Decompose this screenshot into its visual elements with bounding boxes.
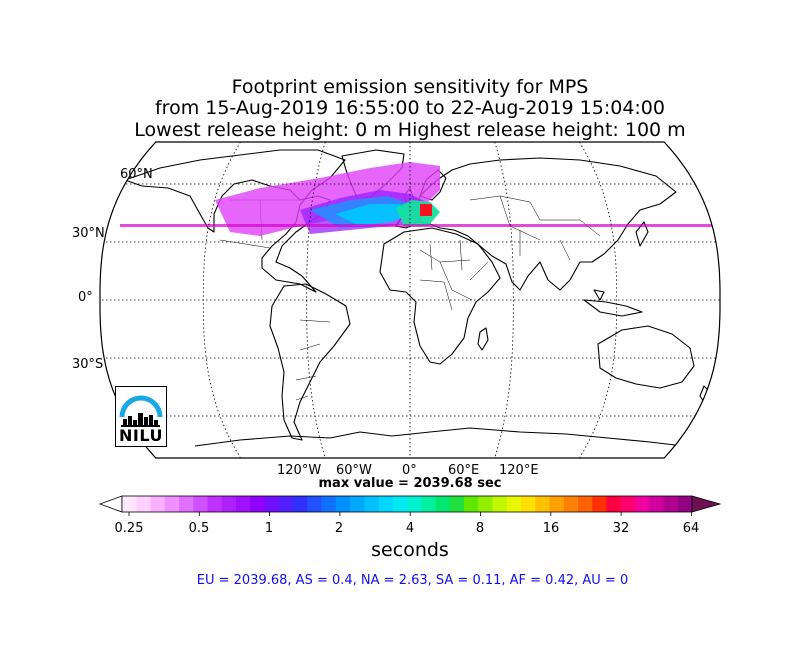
colorbar-swatch-22	[435, 496, 451, 512]
lon-label-120e: 120°E	[499, 463, 539, 478]
colorbar-swatch-7	[221, 496, 237, 512]
nilu-logo-text: NILU	[119, 426, 163, 445]
colorbar-swatch-8	[236, 496, 251, 512]
meridian-line-5	[579, 142, 618, 458]
colorbar-swatch-35	[620, 496, 636, 512]
meridian-line-1	[202, 142, 241, 458]
colorbar-swatch-5	[193, 496, 208, 512]
colorbar-swatch-26	[492, 496, 508, 512]
antarctica-outline	[194, 427, 701, 449]
colorbar-tick-5: 8	[475, 521, 485, 536]
africa-outline	[379, 227, 501, 365]
lon-label-60e: 60°E	[448, 463, 480, 478]
colorbar-swatch-32	[578, 496, 593, 512]
max-value-label: max value = 2039.68 sec	[318, 476, 502, 491]
colorbar-tick-6: 16	[542, 521, 560, 536]
emission-sensitivity-plume	[120, 162, 720, 236]
eurasia-outline	[395, 157, 677, 291]
lat-label-60n: 60°N	[120, 167, 153, 182]
south-america-outline	[269, 283, 351, 441]
colorbar-swatch-30	[549, 496, 565, 512]
north-america-outline	[124, 149, 346, 293]
colorbar-swatch-4	[179, 496, 194, 512]
colorbar-tick-2: 1	[264, 521, 274, 536]
colorbar-swatch-24	[464, 496, 479, 512]
colorbar-swatch-10	[264, 496, 280, 512]
colorbar-swatch-16	[350, 496, 365, 512]
meridian-line-4	[494, 142, 514, 458]
indonesia-outline	[583, 289, 643, 317]
colorbar-tick-1: 0.5	[188, 521, 210, 536]
colorbar-tick-4: 4	[405, 521, 415, 536]
colorbar-swatch-33	[592, 496, 607, 512]
nilu-logo: NILU	[115, 386, 167, 447]
colorbar-swatch-19	[392, 496, 408, 512]
plume-outer	[215, 162, 440, 236]
colorbar-under-triangle	[98, 495, 123, 513]
colorbar-swatch-39	[677, 496, 693, 512]
colorbar-swatch-25	[478, 496, 493, 512]
lat-label-30n: 30°N	[72, 226, 105, 241]
colorbar-swatch-3	[164, 496, 180, 512]
colorbar-tick-8: 64	[682, 521, 700, 536]
map-area	[99, 141, 721, 459]
colorbar-swatch-13	[307, 496, 322, 512]
title-line-2: from 15-Aug-2019 16:55:00 to 22-Aug-2019…	[154, 97, 665, 119]
colorbar-swatch-27	[506, 496, 522, 512]
colorbar-label: seconds	[371, 539, 449, 561]
title-line-3: Lowest release height: 0 m Highest relea…	[134, 119, 686, 141]
region-summary: EU = 2039.68, AS = 0.4, NA = 2.63, SA = …	[196, 573, 629, 588]
colorbar-swatch-18	[378, 496, 394, 512]
colorbar-swatch-28	[521, 496, 536, 512]
colorbar-swatch-29	[535, 496, 550, 512]
colorbar-swatch-21	[421, 496, 436, 512]
lon-label-120w: 120°W	[277, 463, 322, 478]
australia-outline	[597, 325, 695, 389]
colorbar-swatch-6	[207, 496, 223, 512]
colorbar-swatch-12	[293, 496, 308, 512]
plume-cyan	[335, 204, 410, 226]
plume-max-region	[420, 204, 432, 216]
colorbar-tick-7: 32	[612, 521, 630, 536]
colorbar-swatch-11	[278, 496, 294, 512]
colorbar-swatch-37	[649, 496, 664, 512]
colorbar-swatch-0	[122, 496, 137, 512]
nilu-logo-mark	[119, 395, 163, 427]
colorbar-swatch-20	[407, 496, 422, 512]
lon-label-60w: 60°W	[336, 463, 372, 478]
lat-label-30s: 30°S	[72, 357, 104, 372]
plume-release-band	[120, 224, 720, 227]
colorbar-tick-0: 0.25	[114, 521, 144, 536]
colorbar	[98, 495, 722, 516]
globe-border	[99, 141, 721, 459]
colorbar-tick-3: 2	[334, 521, 344, 536]
colorbar-swatch-9	[250, 496, 265, 512]
colorbar-swatch-38	[663, 496, 679, 512]
lon-label-0: 0°	[402, 463, 417, 478]
colorbar-swatch-1	[136, 496, 151, 512]
colorbar-frame	[121, 495, 693, 513]
madagascar-outline	[477, 327, 489, 351]
title-line-1: Footprint emission sensitivity for MPS	[231, 76, 589, 98]
lat-label-0: 0°	[78, 290, 93, 305]
colorbar-swatch-17	[364, 496, 379, 512]
colorbar-over-triangle	[691, 495, 722, 513]
colorbar-swatch-36	[635, 496, 650, 512]
colorbar-swatch-34	[606, 496, 622, 512]
colorbar-swatch-14	[321, 496, 337, 512]
colorbar-swatch-15	[335, 496, 351, 512]
colorbar-swatch-23	[449, 496, 465, 512]
meridian-line-2	[306, 142, 326, 458]
colorbar-swatch-31	[563, 496, 579, 512]
colorbar-swatch-2	[150, 496, 166, 512]
